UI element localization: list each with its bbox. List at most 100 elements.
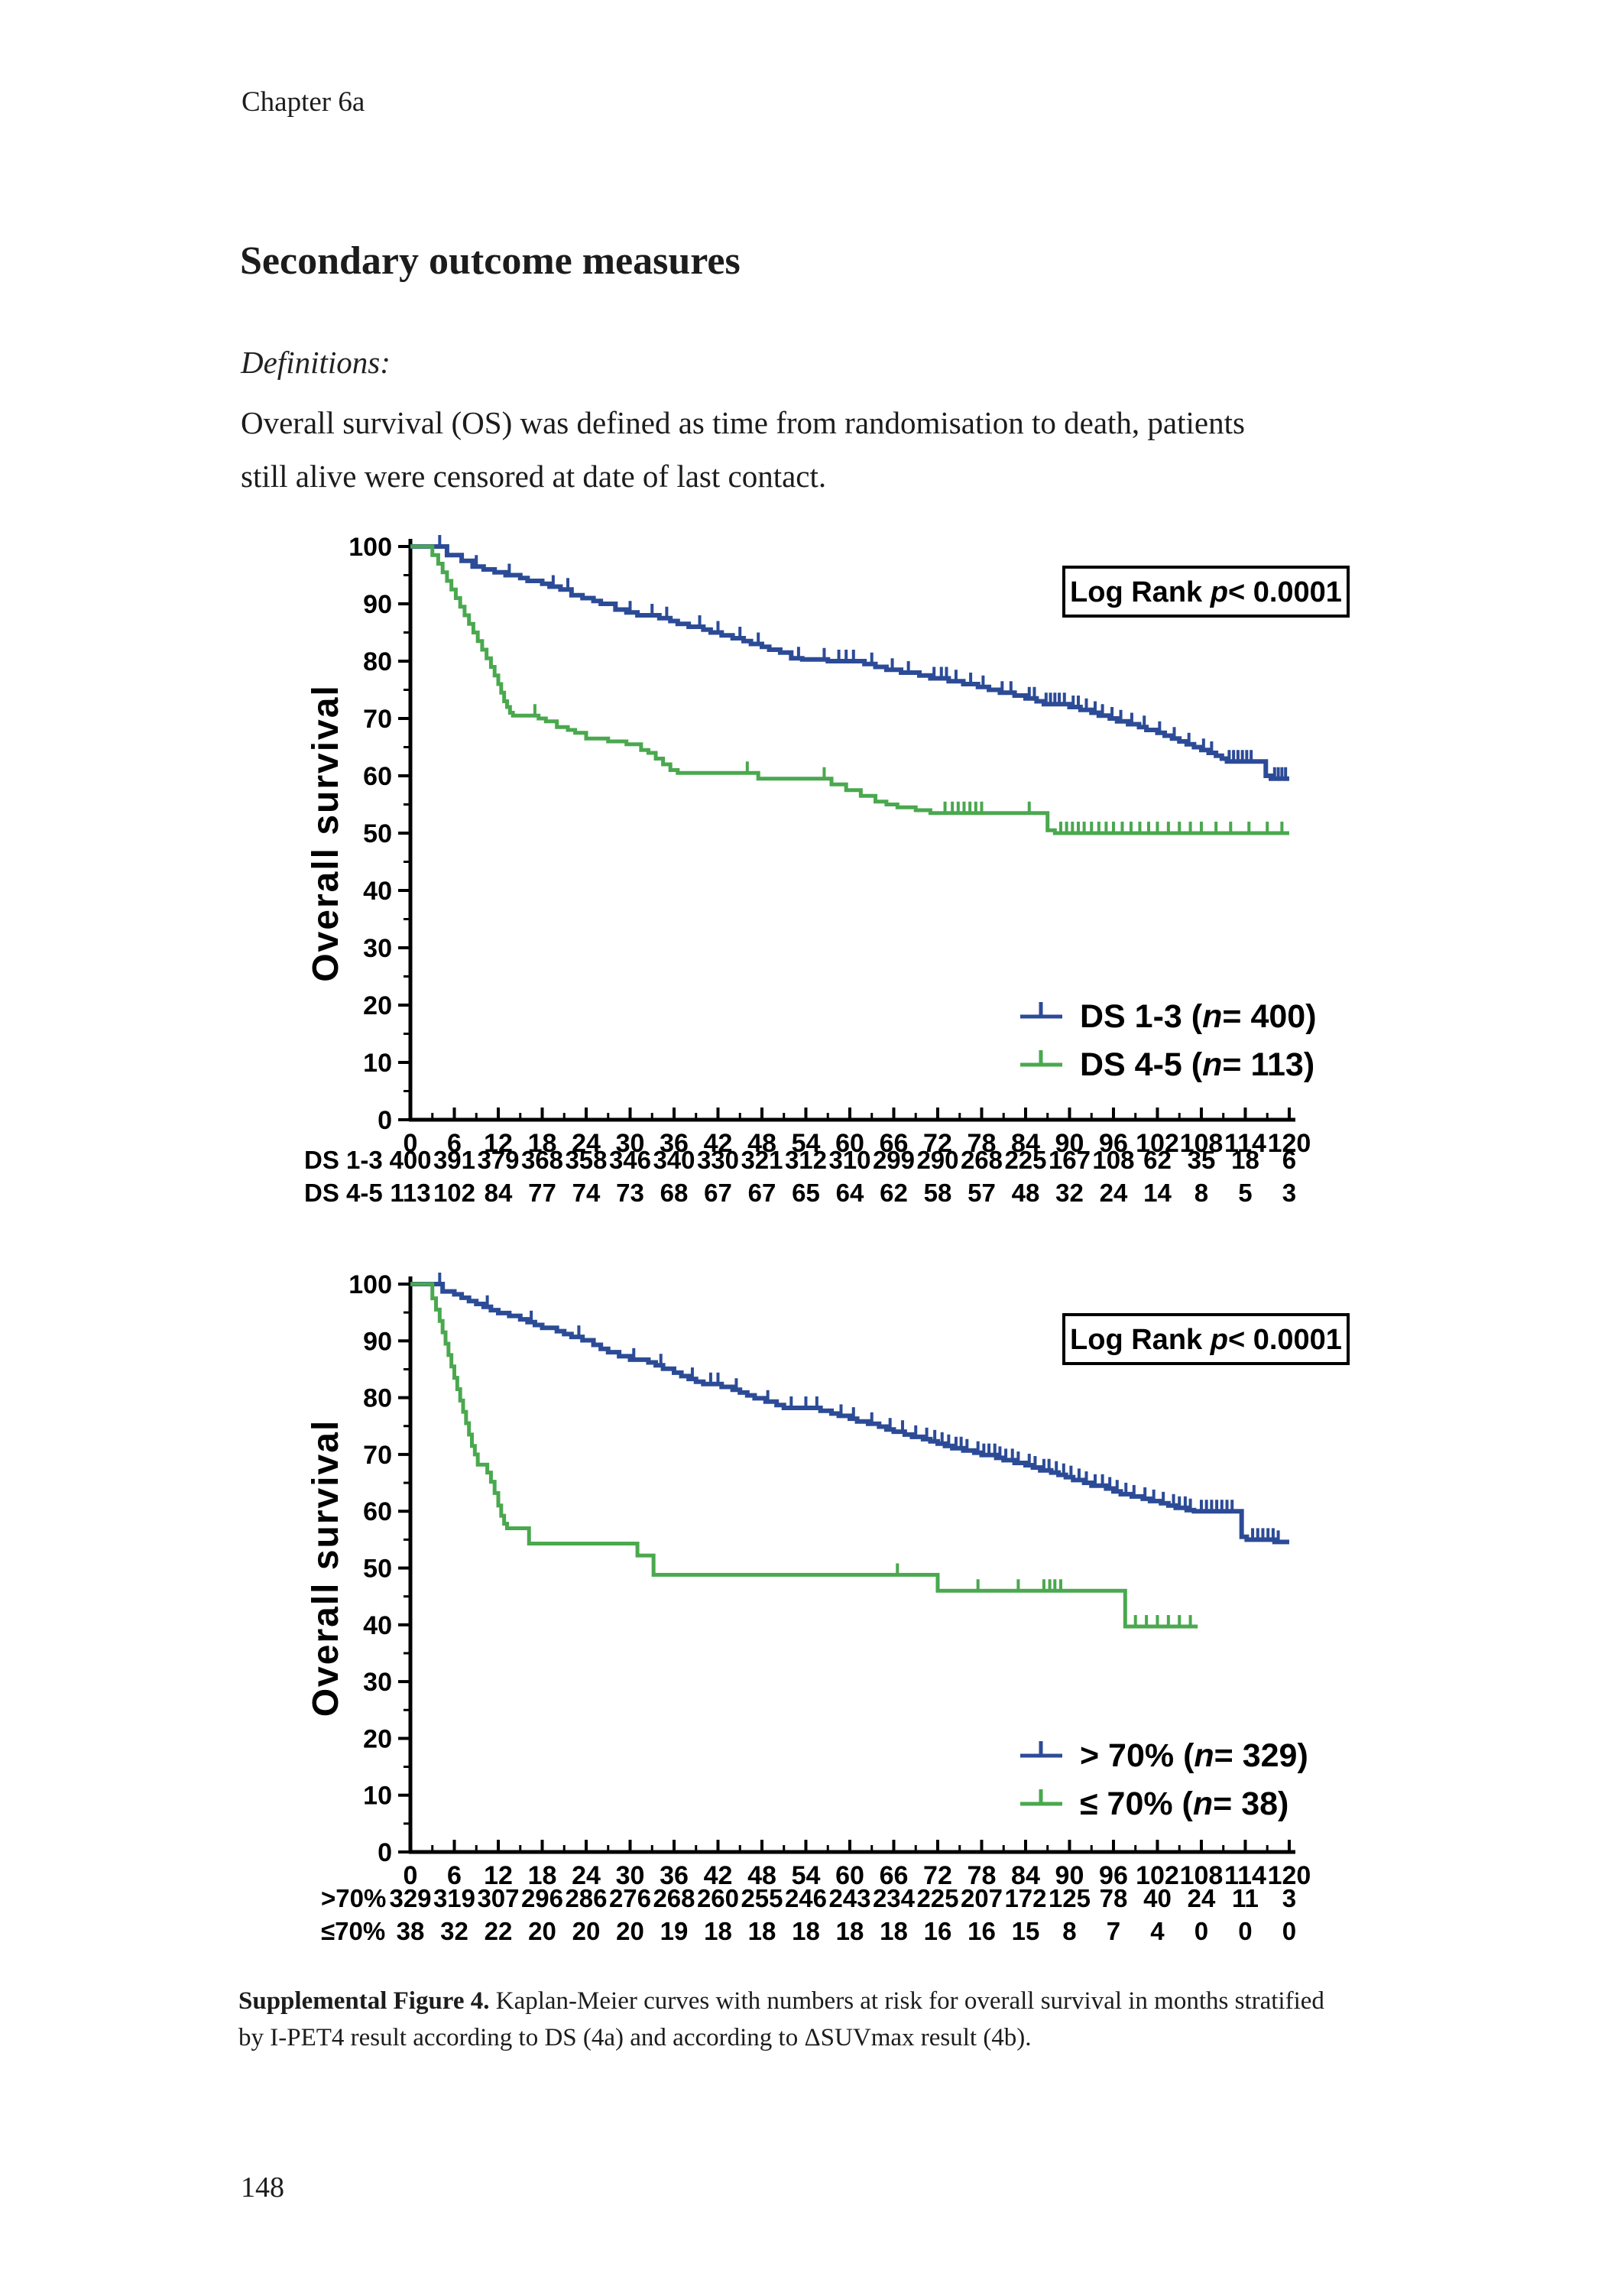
svg-text:16: 16 [924,1917,952,1945]
svg-text:102: 102 [1136,1861,1179,1890]
svg-text:67: 67 [748,1179,776,1207]
svg-text:20: 20 [616,1917,644,1945]
svg-text:20: 20 [528,1917,556,1945]
svg-text:18: 18 [1231,1146,1259,1174]
svg-text:48: 48 [747,1129,776,1158]
svg-text:102: 102 [433,1179,475,1207]
svg-text:80: 80 [363,1384,392,1413]
svg-text:DS 4-5: DS 4-5 [304,1179,383,1207]
svg-text:167: 167 [1049,1146,1091,1174]
svg-text:24: 24 [572,1129,601,1158]
svg-text:66: 66 [880,1861,909,1890]
svg-text:68: 68 [660,1179,689,1207]
svg-text:72: 72 [923,1129,952,1158]
svg-text:> 70% (n= 329): > 70% (n= 329) [1080,1737,1308,1774]
svg-text:108: 108 [1180,1129,1224,1158]
svg-text:0: 0 [1194,1917,1208,1945]
svg-text:0: 0 [1238,1917,1252,1945]
svg-text:42: 42 [704,1129,733,1158]
km-curve-0 [410,1273,1289,1545]
svg-text:30: 30 [616,1129,645,1158]
svg-text:78: 78 [1100,1884,1128,1912]
svg-text:77: 77 [528,1179,556,1207]
svg-text:30: 30 [363,934,392,963]
svg-text:10: 10 [363,1782,392,1811]
svg-text:125: 125 [1049,1884,1091,1912]
svg-text:120: 120 [1268,1861,1311,1890]
svg-text:78: 78 [968,1861,997,1890]
svg-text:12: 12 [484,1861,513,1890]
legend: > 70% (n= 329) ≤ 70% (n= 38) [1020,1737,1308,1822]
svg-text:96: 96 [1099,1129,1128,1158]
body-line-2: still alive were censored at date of las… [241,459,827,494]
svg-text:18: 18 [792,1917,820,1945]
svg-text:90: 90 [363,590,392,619]
svg-text:60: 60 [835,1129,864,1158]
svg-text:Log Rank p< 0.0001: Log Rank p< 0.0001 [1070,576,1342,608]
svg-text:268: 268 [653,1884,695,1912]
svg-text:80: 80 [363,647,392,676]
svg-text:310: 310 [828,1146,870,1174]
svg-text:84: 84 [1011,1129,1040,1158]
svg-text:74: 74 [572,1179,601,1207]
svg-text:0: 0 [404,1129,418,1158]
svg-text:6: 6 [447,1129,462,1158]
svg-text:321: 321 [741,1146,783,1174]
svg-text:24: 24 [1100,1179,1128,1207]
svg-text:120: 120 [1268,1129,1311,1158]
svg-text:6: 6 [447,1861,462,1890]
svg-text:>70%: >70% [321,1884,386,1912]
svg-text:276: 276 [609,1884,651,1912]
section-title: Secondary outcome measures [240,239,741,283]
svg-text:50: 50 [363,819,392,848]
svg-text:312: 312 [785,1146,827,1174]
svg-text:108: 108 [1092,1146,1134,1174]
risk-table: DS 1-3 400 391 379 368 358 346 340 330 321 312 310 2… [304,1146,1296,1207]
y-axis-label: Overall survival [306,684,346,982]
svg-text:400: 400 [389,1146,431,1174]
svg-text:108: 108 [1180,1861,1224,1890]
svg-text:391: 391 [433,1146,475,1174]
svg-text:48: 48 [1012,1179,1040,1207]
svg-text:319: 319 [433,1884,475,1912]
svg-text:70: 70 [363,705,392,734]
svg-text:DS 1-3: DS 1-3 [304,1146,383,1174]
svg-text:30: 30 [363,1668,392,1697]
svg-text:DS 1-3 (n= 400): DS 1-3 (n= 400) [1080,998,1317,1035]
svg-text:18: 18 [880,1917,908,1945]
svg-text:38: 38 [397,1917,425,1945]
svg-text:20: 20 [572,1917,601,1945]
svg-text:72: 72 [923,1861,952,1890]
svg-text:96: 96 [1099,1861,1128,1890]
svg-text:8: 8 [1194,1179,1208,1207]
svg-text:18: 18 [748,1917,776,1945]
svg-text:40: 40 [1143,1884,1172,1912]
figure-caption-line2: by I-PET4 result according to DS (4a) an… [238,2024,1032,2051]
svg-text:84: 84 [485,1179,513,1207]
svg-text:19: 19 [660,1917,689,1945]
logrank-box: Log Rank p< 0.0001 [1062,1313,1350,1365]
svg-text:330: 330 [697,1146,739,1174]
svg-text:66: 66 [880,1129,909,1158]
svg-text:329: 329 [389,1884,431,1912]
svg-text:16: 16 [968,1917,996,1945]
risk-table: >70% 329 319 307 296 286 276 268 260 255 246 243 234… [321,1884,1296,1945]
svg-text:12: 12 [484,1129,513,1158]
svg-text:0: 0 [378,1838,392,1867]
svg-text:DS 4-5 (n= 113): DS 4-5 (n= 113) [1080,1046,1314,1083]
svg-text:70: 70 [363,1441,392,1470]
svg-text:18: 18 [704,1917,732,1945]
svg-text:5: 5 [1238,1179,1252,1207]
svg-text:260: 260 [697,1884,739,1912]
svg-text:100: 100 [348,533,392,562]
svg-text:54: 54 [792,1861,821,1890]
svg-text:30: 30 [616,1861,645,1890]
svg-text:36: 36 [660,1861,689,1890]
svg-text:24: 24 [1188,1884,1216,1912]
svg-text:20: 20 [363,1724,392,1753]
km-curve-1 [410,544,1289,835]
body-line-1: Overall survival (OS) was defined as tim… [241,405,1245,440]
